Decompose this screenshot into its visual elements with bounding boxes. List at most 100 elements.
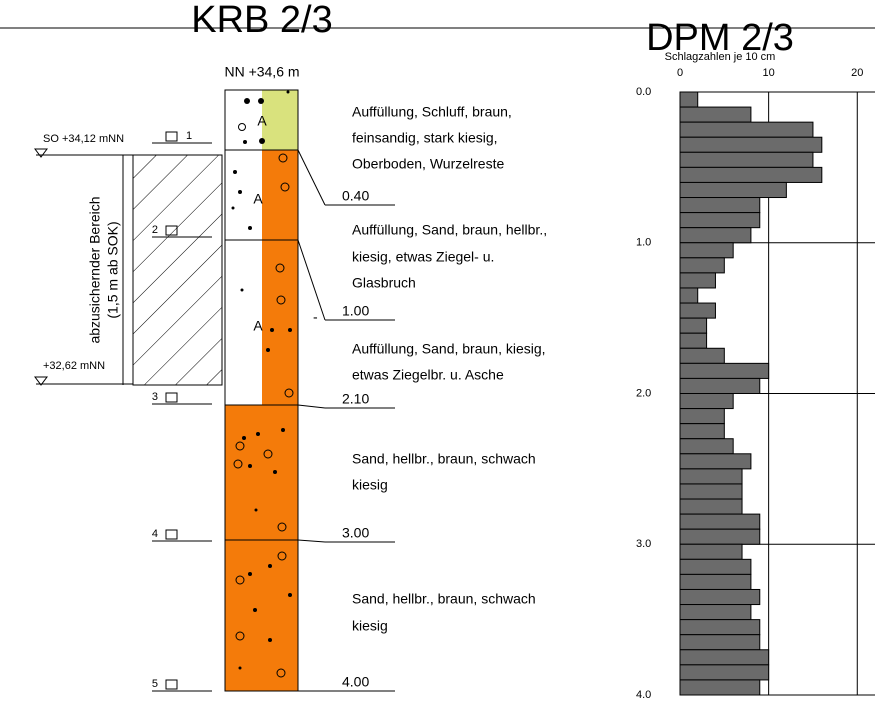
layer-fill (225, 405, 298, 691)
soil-circles (233, 123, 294, 678)
bar (679, 604, 752, 621)
layer-description: feinsandig, stark kiesig, (352, 130, 498, 146)
sample-box (165, 225, 178, 236)
layer-symbol: A (253, 191, 263, 207)
y-tick-label: 1.0 (636, 237, 651, 249)
layer-boundaries (225, 149, 298, 541)
bar (679, 272, 716, 289)
sample-box (165, 392, 178, 403)
sample-box (165, 679, 178, 690)
sample-number: 4 (152, 528, 158, 540)
x-tick-label: 10 (763, 67, 775, 79)
bar (679, 408, 725, 425)
sample-number: 2 (152, 224, 158, 236)
bar (679, 483, 743, 500)
layer-description: kiesig (352, 618, 388, 634)
depth-label: 3.00 (342, 525, 369, 541)
zone-label: abzusichernder Bereich (87, 196, 103, 343)
bar (679, 513, 761, 530)
bar (679, 332, 708, 349)
bar (679, 543, 743, 560)
hatch-zone (132, 154, 223, 386)
bar (679, 287, 699, 304)
level-triangle (34, 148, 48, 158)
bar (679, 423, 725, 440)
bar (679, 347, 725, 364)
bar (679, 619, 761, 636)
depth-label: 0.40 (342, 188, 369, 204)
layer-fill (225, 90, 262, 405)
layer-description: Auffüllung, Sand, braun, hellbr., (352, 222, 547, 238)
bar (679, 257, 725, 274)
bar (679, 453, 752, 470)
bar (679, 634, 761, 651)
depth-label: 2.10 (342, 391, 369, 407)
depth-label: 1.00 (342, 303, 369, 319)
bar (679, 498, 743, 515)
bar (679, 227, 752, 244)
bar (679, 212, 761, 229)
bar (679, 197, 761, 214)
layer-symbol: A (257, 113, 267, 129)
bar (679, 393, 734, 410)
depth-connector (297, 539, 326, 543)
sample-number: 3 (152, 391, 158, 403)
bar (679, 166, 823, 183)
layer-fill (262, 90, 298, 150)
bar (679, 106, 752, 123)
layer-description: kiesig, etwas Ziegel- u. (352, 249, 494, 265)
bar (679, 121, 814, 138)
chart-title: DPM 2/3 (646, 17, 794, 59)
note: - (313, 309, 318, 325)
zone-label: (1,5 m ab SOK) (105, 221, 121, 318)
layer-fill (262, 150, 298, 405)
depth-label: 4.00 (342, 674, 369, 690)
bar (679, 302, 716, 319)
layer-description: Auffüllung, Sand, braun, kiesig, (352, 341, 546, 357)
elevation: NN +34,6 m (224, 64, 299, 80)
sample-number: 1 (186, 130, 192, 142)
layer-description: kiesig (352, 477, 388, 493)
layer-description: etwas Ziegelbr. u. Asche (352, 367, 504, 383)
bar (679, 679, 761, 696)
log-title: KRB 2/3 (191, 0, 333, 41)
bar (679, 136, 823, 153)
depth-connector (297, 239, 326, 321)
layer-symbol: A (253, 318, 263, 334)
layer-description: Auffüllung, Schluff, braun, (352, 104, 512, 120)
bar (679, 317, 708, 334)
bar (679, 181, 787, 199)
layer-description: Sand, hellbr., braun, schwach (352, 451, 536, 467)
bar (679, 438, 734, 455)
level-label: +32,62 mNN (43, 360, 105, 372)
bar (679, 558, 752, 575)
column-frame (224, 89, 299, 692)
y-tick-label: 3.0 (636, 538, 651, 550)
bar (679, 242, 734, 259)
y-tick-label: 2.0 (636, 387, 651, 399)
bar (679, 573, 752, 590)
y-tick-label: 0.0 (636, 86, 651, 98)
layer-description: Oberboden, Wurzelreste (352, 156, 504, 172)
level-label: SO +34,12 mNN (43, 133, 124, 145)
depth-connector (297, 149, 326, 206)
x-axis-label: Schlagzahlen je 10 cm (665, 51, 776, 63)
bar (679, 91, 699, 108)
layer-description: Glasbruch (352, 275, 416, 291)
y-tick-label: 4.0 (636, 689, 651, 701)
sample-box (165, 529, 178, 540)
sample-number: 5 (152, 678, 158, 690)
bar (679, 362, 770, 379)
bar (679, 468, 743, 485)
x-tick-label: 20 (851, 67, 863, 79)
layer-description: Sand, hellbr., braun, schwach (352, 591, 536, 607)
bar (679, 588, 761, 606)
bar (679, 664, 770, 681)
depth-connector (297, 404, 326, 409)
bar (679, 151, 814, 168)
bar (679, 528, 761, 545)
x-tick-label: 0 (677, 67, 683, 79)
sample-box (165, 131, 178, 142)
bar (679, 649, 770, 666)
